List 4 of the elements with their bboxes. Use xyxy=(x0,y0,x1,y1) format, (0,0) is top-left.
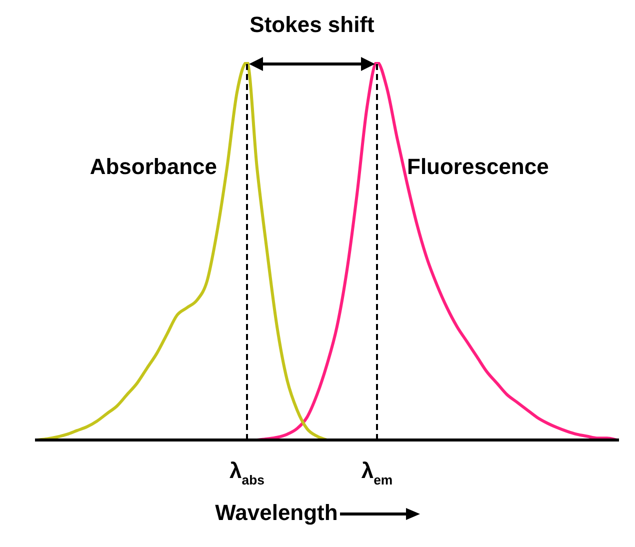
series-label: Absorbance xyxy=(90,154,217,179)
x-axis-title: Wavelength xyxy=(215,500,338,525)
series-label: Fluorescence xyxy=(407,154,549,179)
text: Stokes shift xyxy=(250,12,376,37)
